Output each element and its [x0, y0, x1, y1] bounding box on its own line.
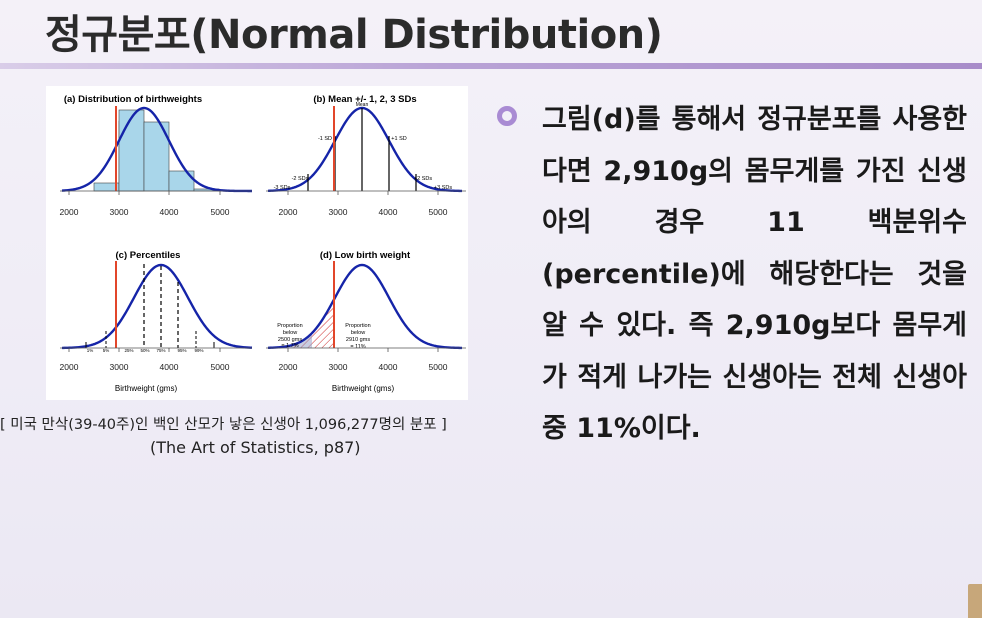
- plus-2sd-label: +2 SDs: [414, 176, 432, 182]
- bullet-circle-icon: [497, 106, 517, 126]
- left-annotation-line: = 1.7%: [281, 343, 298, 349]
- title-underline-bar: [0, 63, 982, 69]
- panel-d-normal-curve: [267, 263, 463, 350]
- tick-label: 4000: [379, 362, 398, 372]
- tick-label: 5000: [429, 362, 448, 372]
- panel-a-normal-curve: [61, 106, 252, 193]
- figure-source: (The Art of Statistics, p87): [150, 438, 361, 457]
- birthweight-figure: (a) Distribution of birthweights (b) Mea…: [46, 86, 468, 400]
- tick-label: 5000: [429, 207, 448, 217]
- minus-1sd-label: -1 SD: [318, 136, 332, 142]
- tick-label: 4000: [160, 207, 179, 217]
- corner-decoration: [968, 584, 982, 618]
- tick-label: 3000: [110, 207, 129, 217]
- panel-d-plot: Proportion below 2500 gms = 1.7% Proport…: [266, 261, 466, 350]
- low-birthweight-shaded-area: [268, 299, 334, 348]
- explanation-paragraph: 그림(d)를 통해서 정규분포를 사용한다면 2,910g의 몸무게를 가진 신…: [542, 104, 967, 444]
- tick-label: 4000: [160, 362, 179, 372]
- minus-3sd-label: -3 SDs: [274, 185, 291, 191]
- panel-b-plot: Mean -1 SD +1 SD -2 SDs +2 SDs -3 SDs +3…: [266, 102, 466, 193]
- right-annotation-line: = 11%: [350, 344, 365, 350]
- plus-3sd-label: +3 SDs: [434, 185, 452, 191]
- percentile-label: 95%: [177, 348, 186, 353]
- right-annotation-line: Proportion: [345, 323, 370, 329]
- right-annotation-line: 2910 gms: [346, 337, 370, 343]
- mean-label: Mean: [356, 102, 369, 108]
- percentile-label: 99%: [194, 348, 203, 353]
- birthweight-figure-svg: (a) Distribution of birthweights (b) Mea…: [60, 94, 466, 393]
- panel-c-plot: 1% 5% 25% 50% 75% 95% 99%: [60, 261, 253, 353]
- panel-c-x-axis-title: Birthweight (gms): [115, 384, 178, 393]
- tick-label: 4000: [379, 207, 398, 217]
- panel-a-title: (a) Distribution of birthweights: [64, 94, 202, 105]
- percentile-label: 75%: [156, 348, 165, 353]
- tick-label: 3000: [110, 362, 129, 372]
- tick-label: 5000: [211, 362, 230, 372]
- panel-b-title: (b) Mean +/- 1, 2, 3 SDs: [313, 94, 416, 105]
- percentile-label: 25%: [124, 348, 133, 353]
- very-low-birthweight-shaded-area: [268, 333, 312, 348]
- tick-label: 2000: [60, 207, 79, 217]
- figure-caption: [ 미국 만삭(39-40주)인 백인 산모가 낳은 신생아 1,096,277…: [0, 417, 447, 433]
- tick-label: 2000: [60, 362, 79, 372]
- percentile-label: 1%: [87, 348, 94, 353]
- panel-a-plot: [60, 106, 252, 193]
- plus-1sd-label: +1 SD: [391, 136, 406, 142]
- histogram-bar: [168, 170, 195, 192]
- panel-d-title: (d) Low birth weight: [320, 250, 411, 261]
- tick-label: 2000: [279, 207, 298, 217]
- percentile-label: 50%: [140, 348, 149, 353]
- minus-2sd-label: -2 SDs: [292, 176, 309, 182]
- left-annotation-line: below: [283, 330, 297, 336]
- tick-label: 5000: [211, 207, 230, 217]
- tick-label: 3000: [329, 207, 348, 217]
- panel-c-title: (c) Percentiles: [116, 250, 181, 261]
- percentile-label: 5%: [103, 348, 110, 353]
- panel-b-normal-curve: [267, 106, 463, 193]
- left-annotation-line: 2500 gms: [278, 337, 302, 343]
- tick-label: 3000: [329, 362, 348, 372]
- panel-d-x-axis-title: Birthweight (gms): [332, 384, 395, 393]
- slide-title: 정규분포(Normal Distribution): [45, 12, 663, 58]
- right-annotation-line: below: [351, 330, 365, 336]
- histogram-bar: [118, 109, 145, 192]
- tick-label: 2000: [279, 362, 298, 372]
- panel-c-normal-curve: [61, 263, 253, 350]
- left-annotation-line: Proportion: [277, 323, 302, 329]
